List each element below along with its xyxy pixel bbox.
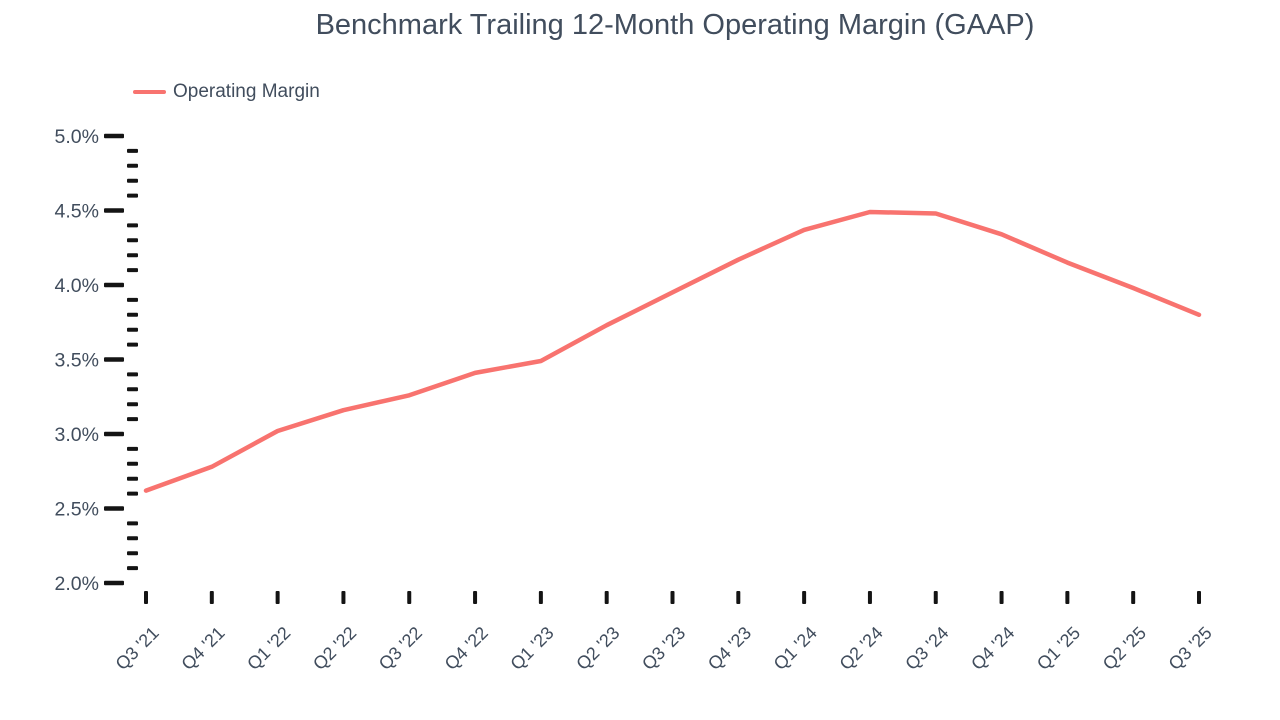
- x-tick-label: Q3 '24: [901, 623, 952, 674]
- x-tick: [933, 591, 938, 604]
- y-minor-tick: [127, 148, 138, 153]
- y-minor-tick: [127, 342, 138, 347]
- y-tick-label: 5.0%: [55, 126, 99, 148]
- y-minor-tick: [127, 178, 138, 183]
- y-minor-tick: [127, 491, 138, 496]
- y-minor-tick: [127, 417, 138, 422]
- x-tick-label: Q4 '24: [967, 623, 1018, 674]
- x-tick: [275, 591, 280, 604]
- x-tick: [1131, 591, 1136, 604]
- chart-title: Benchmark Trailing 12-Month Operating Ma…: [315, 9, 1035, 41]
- y-minor-tick: [127, 372, 138, 377]
- y-minor-tick: [127, 521, 138, 526]
- y-minor-tick: [127, 327, 138, 332]
- y-minor-tick: [127, 566, 138, 571]
- x-tick: [1197, 591, 1201, 604]
- y-minor-tick: [127, 461, 138, 466]
- x-tick-label: Q2 '23: [572, 623, 623, 674]
- y-minor-tick: [127, 253, 138, 258]
- x-tick: [473, 591, 478, 604]
- x-tick-label: Q4 '22: [441, 623, 492, 674]
- legend-line-swatch: [133, 89, 166, 95]
- x-tick: [867, 591, 872, 604]
- x-tick: [209, 591, 214, 604]
- y-tick-label: 2.5%: [55, 499, 99, 521]
- x-tick: [341, 591, 346, 604]
- x-tick-label: Q2 '25: [1099, 623, 1150, 674]
- legend-label: Operating Margin: [173, 81, 320, 102]
- x-tick-label: Q3 '25: [1165, 623, 1216, 674]
- x-tick-label: Q3 '23: [638, 623, 689, 674]
- x-tick-label: Q2 '22: [309, 623, 360, 674]
- y-minor-tick: [127, 297, 138, 302]
- x-tick-label: Q1 '24: [770, 623, 821, 674]
- x-tick-label: Q2 '24: [836, 623, 887, 674]
- y-minor-tick: [127, 446, 138, 451]
- x-tick: [407, 591, 412, 604]
- x-tick: [144, 591, 148, 604]
- y-minor-tick: [127, 268, 138, 273]
- y-minor-tick: [127, 193, 138, 198]
- y-tick-label: 2.0%: [55, 573, 99, 595]
- y-minor-tick: [127, 402, 138, 407]
- x-tick-label: Q4 '23: [704, 623, 755, 674]
- y-minor-tick: [127, 551, 138, 556]
- y-tick-label: 4.5%: [55, 201, 99, 223]
- x-tick-label: Q1 '23: [506, 623, 557, 674]
- y-minor-tick: [127, 312, 138, 317]
- x-tick-label: Q3 '22: [375, 623, 426, 674]
- x-tick-label: Q3 '21: [112, 623, 163, 674]
- legend[interactable]: Operating Margin: [133, 81, 320, 103]
- y-tick-label: 3.5%: [55, 350, 99, 372]
- x-tick: [802, 591, 807, 604]
- y-minor-tick: [127, 163, 138, 168]
- y-minor-tick: [127, 238, 138, 243]
- y-tick-label: 3.0%: [55, 424, 99, 446]
- y-minor-tick: [127, 387, 138, 392]
- x-tick-label: Q4 '21: [177, 623, 228, 674]
- y-major-tick: [104, 282, 124, 288]
- x-tick: [670, 591, 675, 604]
- x-tick-label: Q1 '22: [243, 623, 294, 674]
- y-major-tick: [104, 208, 124, 213]
- x-tick: [1065, 591, 1070, 604]
- y-major-tick: [104, 357, 124, 362]
- y-major-tick: [104, 580, 124, 586]
- x-tick: [538, 591, 543, 604]
- x-tick: [736, 591, 741, 604]
- y-major-tick: [104, 431, 124, 437]
- y-major-tick: [104, 133, 124, 139]
- y-tick-label: 4.0%: [55, 275, 99, 297]
- operating-margin-line: [143, 209, 1202, 493]
- y-major-tick: [104, 506, 124, 511]
- x-tick-label: Q1 '25: [1033, 623, 1084, 674]
- y-minor-tick: [127, 536, 138, 541]
- y-minor-tick: [127, 476, 138, 481]
- x-tick: [999, 591, 1004, 604]
- x-tick: [604, 591, 609, 604]
- y-minor-tick: [127, 223, 138, 228]
